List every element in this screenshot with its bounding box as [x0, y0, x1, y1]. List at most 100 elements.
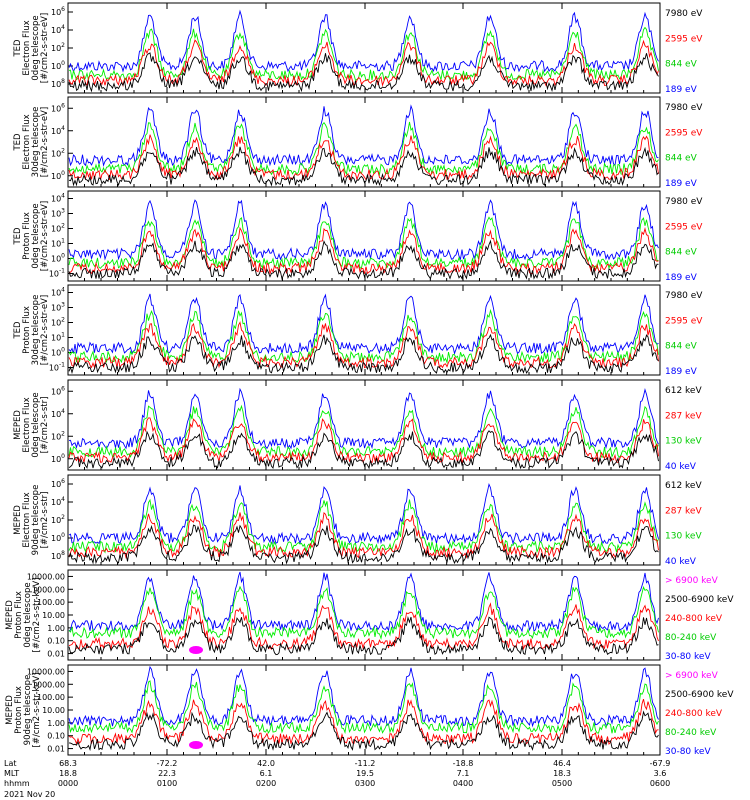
flux-trace [68, 52, 659, 93]
legend-entry: 7980 eV [665, 197, 703, 207]
y-axis-label-line: TED [13, 321, 23, 340]
legend-entry: 287 keV [665, 411, 702, 421]
y-tick-exponent: 2 [61, 42, 65, 49]
y-tick-label: 104 [51, 408, 65, 419]
y-axis-label-line: Proton Flux [14, 591, 24, 639]
flux-trace [68, 524, 659, 565]
y-tick-exponent: 0 [61, 60, 65, 67]
y-tick-label: 100 [51, 253, 65, 264]
flux-trace [68, 387, 659, 450]
lat-value: -72.2 [157, 759, 178, 768]
legend-entry: 2595 eV [665, 316, 703, 326]
y-axis-label-line: 30deg telescope [31, 107, 41, 178]
legend-entry: 287 keV [665, 506, 702, 516]
y-tick-exponent: 2 [61, 317, 65, 324]
panel-frame [67, 190, 661, 282]
y-tick-exponent: 2 [61, 223, 65, 230]
lat-value: -67.9 [650, 759, 671, 768]
y-tick-label: 102 [51, 317, 65, 328]
y-tick-label: 108 [51, 550, 65, 561]
legend-entry: 2500-6900 keV [665, 690, 734, 700]
legend-entry: 40 keV [665, 462, 697, 472]
y-axis-label-line: [#/cm2-s-str] [40, 492, 50, 549]
y-tick-exponent: 6 [61, 102, 65, 109]
hhmm-value: 0400 [453, 779, 473, 788]
panel-frame [67, 284, 661, 376]
y-tick-label: 1.00 [47, 624, 65, 633]
legend-entry: 2595 eV [665, 222, 703, 232]
legend-entry: 7980 eV [665, 9, 703, 19]
y-tick-label: 104 [51, 125, 65, 136]
legend-entry: 844 eV [665, 60, 698, 70]
y-axis-label-line: Electron Flux [22, 114, 32, 169]
lat-value: -18.8 [453, 759, 474, 768]
y-tick-exponent: 2 [61, 514, 65, 521]
y-tick-label: 108 [51, 78, 65, 89]
flux-trace [68, 417, 659, 464]
flux-trace [68, 482, 659, 545]
panel-2: 106 104 102 100 TED Electron Flux 30deg telesc… [13, 96, 703, 189]
y-tick-label: 0.10 [47, 637, 65, 646]
y-tick-label: 1.00 [47, 719, 65, 728]
y-tick-exponent: 6 [61, 6, 65, 13]
y-tick-exponent: -1 [59, 268, 65, 275]
y-axis-label-line: TED [13, 133, 23, 152]
hhmm-row-label: hhmm [4, 779, 30, 788]
flux-trace [68, 308, 659, 365]
y-axis-label-line: MEPED [5, 695, 15, 725]
mlt-value: 18.3 [553, 769, 571, 778]
flux-trace [68, 430, 659, 470]
date-label: 2021 Nov 20 [4, 790, 55, 799]
lat-value: 42.0 [257, 759, 275, 768]
y-tick-exponent: 4 [61, 193, 65, 200]
y-axis-label-line: 0deg telescope [31, 203, 41, 268]
flux-trace [68, 710, 659, 752]
flux-trace [68, 602, 659, 651]
legend-entry: 40 keV [665, 557, 697, 567]
flux-trace [68, 239, 659, 281]
legend-entry: 844 eV [665, 342, 698, 352]
y-axis-label-line: [#/cm2-s-str-eV] [40, 107, 50, 177]
legend-entry: 7980 eV [665, 103, 703, 113]
y-tick-label: 102 [51, 42, 65, 53]
legend-entry: 844 eV [665, 154, 698, 164]
y-axis-label-line: MEPED [13, 410, 23, 440]
legend-entry: 612 keV [665, 386, 702, 396]
flux-trace [68, 216, 659, 270]
y-tick-label: 100.00 [37, 598, 65, 607]
y-tick-label: 0.10 [47, 732, 65, 741]
y-tick-exponent: 0 [61, 347, 65, 354]
y-axis-label-line: Proton Flux [22, 306, 32, 354]
y-axis-label-line: [#/cm2-s-str-eV] [40, 295, 50, 365]
x-axis-labels: Lat MLT hhmm 2021 Nov 20 68.3 -72.2 42.0 -1… [4, 759, 670, 799]
legend-entry: 189 eV [665, 85, 698, 95]
y-tick-label: 106 [51, 6, 65, 17]
y-tick-label: 103 [51, 208, 65, 219]
y-tick-label: 100 [51, 532, 65, 543]
legend-entry: 30-80 keV [665, 652, 711, 662]
panel-frame [67, 379, 661, 471]
y-tick-label: 101 [51, 238, 65, 249]
legend-entry: > 6900 keV [665, 576, 719, 586]
y-tick-exponent: 0 [61, 170, 65, 177]
y-tick-label: 100 [51, 453, 65, 464]
lat-value: -11.2 [355, 759, 376, 768]
y-tick-label: 10.00 [42, 706, 65, 715]
panel-frame [67, 96, 661, 188]
legend-entry: 130 keV [665, 437, 702, 447]
lat-value: 68.3 [59, 759, 77, 768]
flux-trace [68, 615, 659, 656]
y-tick-label: 100 [51, 60, 65, 71]
flux-trace [68, 9, 659, 73]
legend-entry: 612 keV [665, 481, 702, 491]
y-tick-exponent: 3 [61, 208, 65, 215]
y-tick-exponent: 4 [61, 125, 65, 132]
y-tick-label: 10000.00 [27, 572, 65, 581]
y-tick-label: 102 [51, 430, 65, 441]
panel-5: 106 104 102 100 MEPED Electron Flux 0deg teles… [13, 379, 702, 472]
panel-8: 10000.00 1000.00 100.00 10.00 1.00 0.10 0.01 ME… [5, 664, 734, 757]
y-tick-label: 100 [51, 170, 65, 181]
